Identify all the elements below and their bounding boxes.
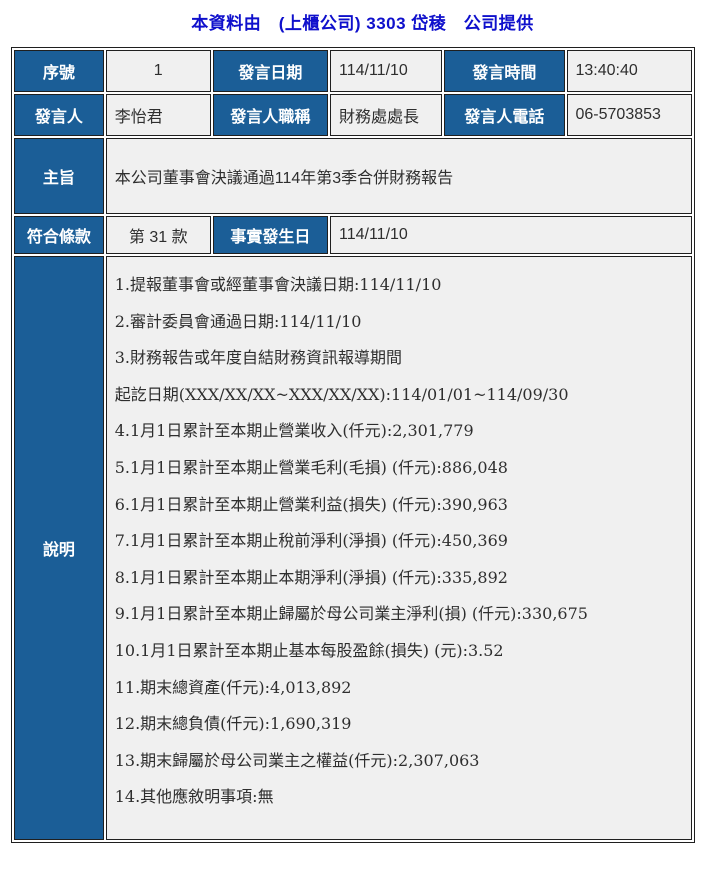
label-spokesperson-phone: 發言人電話 [444,94,565,136]
value-subject: 本公司董事會決議通過114年第3季合併財務報告 [105,138,692,214]
description-line: 3.財務報告或年度自結財務資訊報導期間 [114,348,403,368]
description-line: 9.1月1日累計至本期止歸屬於母公司業主淨利(損) (仟元):330,675 [114,604,588,624]
row-subject: 主旨 本公司董事會決議通過114年第3季合併財務報告 [14,138,692,214]
description-line: 12.期末總負債(仟元):1,690,319 [114,714,352,734]
row-description: 說明 1.提報董事會或經董事會決議日期:114/11/10 2.審計委員會通過日… [14,256,692,840]
label-announce-date: 發言日期 [212,50,328,92]
value-serial-number: 1 [105,50,211,92]
description-line: 6.1月1日累計至本期止營業利益(損失) (仟元):390,963 [114,494,508,514]
row-serial: 序號 1 發言日期 114/11/10 發言時間 13:40:40 [14,50,692,92]
label-spokesperson: 發言人 [14,94,104,136]
announcement-table: 序號 1 發言日期 114/11/10 發言時間 13:40:40 發言人 李怡… [11,47,695,843]
value-spokesperson: 李怡君 [105,94,211,136]
description-line: 5.1月1日累計至本期止營業毛利(毛損) (仟元):886,048 [114,457,508,477]
description-line: 14.其他應敘明事項:無 [114,787,274,807]
label-spokesperson-title: 發言人職稱 [212,94,328,136]
value-announce-date: 114/11/10 [330,50,443,92]
label-article: 符合條款 [14,216,104,254]
description-line: 11.期末總資產(仟元):4,013,892 [114,677,352,697]
label-announce-time: 發言時間 [444,50,565,92]
description-content: 1.提報董事會或經董事會決議日期:114/11/10 2.審計委員會通過日期:1… [105,256,692,840]
value-event-date: 114/11/10 [330,216,692,254]
description-line: 4.1月1日累計至本期止營業收入(仟元):2,301,779 [114,421,474,441]
description-line: 1.提報董事會或經董事會決議日期:114/11/10 [114,275,442,294]
description-line: 2.審計委員會通過日期:114/11/10 [114,311,362,331]
value-spokesperson-phone: 06-5703853 [566,94,692,136]
description-line: 7.1月1日累計至本期止稅前淨利(淨損) (仟元):450,369 [114,531,508,551]
label-serial-number: 序號 [14,50,104,92]
description-line: 10.1月1日累計至本期止基本每股盈餘(損失) (元):3.52 [114,640,504,660]
label-event-date: 事實發生日 [212,216,328,254]
description-line: 8.1月1日累計至本期止本期淨利(淨損) (仟元):335,892 [114,567,508,587]
description-line: 13.期末歸屬於母公司業主之權益(仟元):2,307,063 [114,750,480,770]
description-line: 起訖日期(XXX/XX/XX~XXX/XX/XX):114/01/01~114/… [114,384,569,404]
page-title: 本資料由 (上櫃公司) 3303 岱稜 公司提供 [191,14,534,33]
value-article: 第 31 款 [105,216,211,254]
row-spokesperson: 發言人 李怡君 發言人職稱 財務處處長 發言人電話 06-5703853 [14,94,692,136]
label-description: 說明 [14,256,104,840]
value-spokesperson-title: 財務處處長 [330,94,443,136]
row-article: 符合條款 第 31 款 事實發生日 114/11/10 [14,216,692,254]
value-announce-time: 13:40:40 [566,50,692,92]
label-subject: 主旨 [14,138,104,214]
